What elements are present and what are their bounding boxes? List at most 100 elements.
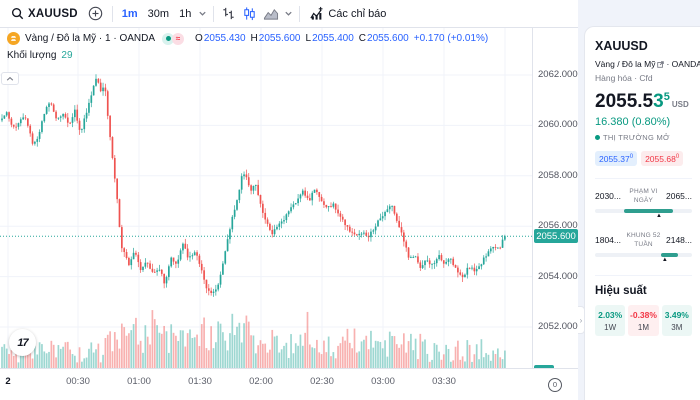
right-sidebar: › XAUUSD Vàng / Đô la Mỹ · OANDA Hàng hó… bbox=[578, 0, 700, 400]
panel-name-text: Vàng / Đô la Mỹ bbox=[595, 59, 656, 69]
price-frac: 3 bbox=[653, 91, 664, 112]
time-tick-day-label: 2 bbox=[5, 376, 11, 387]
notification-wave-icon: ≈ bbox=[172, 32, 185, 45]
performance-tiles: 2.03% 1W -0.38% 1M 3.49% 3M bbox=[595, 305, 692, 337]
panel-change: 16.380 (0.80%) bbox=[595, 116, 671, 128]
timezone-icon[interactable]: 0 bbox=[548, 377, 562, 392]
chart-type-dropdown-button[interactable] bbox=[282, 3, 295, 25]
external-link-icon[interactable] bbox=[657, 60, 665, 68]
symbol-title[interactable]: Vàng / Đô la Mỹ · 1 · OANDA bbox=[25, 33, 156, 44]
price-currency: USD bbox=[671, 100, 689, 109]
price-tick-label: 2056.000 bbox=[538, 220, 578, 232]
last-price-tag: 2055.600 bbox=[534, 229, 578, 244]
chart-pane[interactable]: Vàng / Đô la Mỹ · 1 · OANDA ≈ O2055.430 H… bbox=[0, 28, 578, 400]
price-tick-label: 2054.000 bbox=[538, 270, 578, 282]
bid-value: 2055.37 bbox=[599, 153, 630, 164]
volume-study-value: 29 bbox=[61, 50, 73, 61]
chart-type-bars-button[interactable] bbox=[218, 3, 239, 25]
time-axis[interactable]: 2 00:30 01:00 01:30 02:00 02:30 03:00 03:30 bbox=[0, 368, 532, 400]
chart-type-area-button[interactable] bbox=[260, 3, 282, 25]
perf-tile-1m[interactable]: -0.38% 1M bbox=[628, 305, 659, 337]
week52-label: KHUNG 52 TUẦN bbox=[626, 232, 661, 249]
timezone-value: 0 bbox=[552, 380, 558, 389]
price-main: 2055.5 bbox=[595, 91, 654, 112]
panel-collapse-handle[interactable]: › bbox=[578, 306, 585, 334]
market-status: THỊ TRƯỜNG MỞ bbox=[595, 133, 692, 142]
indicators-label: Các chỉ báo bbox=[328, 7, 387, 20]
chevron-down-icon bbox=[198, 9, 207, 18]
timeframe-dropdown-button[interactable] bbox=[196, 3, 209, 25]
toolbar-separator bbox=[299, 5, 301, 22]
day-range-label: PHẠM VI NGÀY bbox=[629, 188, 658, 205]
candlestick-chart[interactable] bbox=[0, 28, 532, 368]
top-toolbar: XAUUSD 1m 30m 1h bbox=[0, 0, 578, 28]
ohlc-values: O2055.430 H2055.600 L2055.400 C2055.600 +0.1… bbox=[195, 33, 488, 44]
market-open-dot-icon bbox=[595, 135, 600, 140]
panel-symbol-name: Vàng / Đô la Mỹ · OANDA bbox=[595, 59, 700, 69]
panel-price: 2055.535USD bbox=[595, 91, 692, 112]
day-range-high: 2065... bbox=[665, 191, 692, 202]
toolbar-symbol-label: XAUUSD bbox=[28, 7, 78, 20]
time-tick-label: 03:30 bbox=[432, 376, 456, 387]
bid-sup: 0 bbox=[629, 153, 634, 160]
panel-symbol[interactable]: XAUUSD bbox=[595, 39, 648, 53]
indicators-button[interactable]: Các chỉ báo bbox=[304, 3, 391, 25]
toolbar-separator bbox=[213, 5, 215, 22]
day-range: 2030... PHẠM VI NGÀY 2065... ▲ bbox=[595, 187, 692, 221]
symbol-detail-panel: XAUUSD Vàng / Đô la Mỹ · OANDA Hàng hóa … bbox=[584, 26, 700, 400]
ask-price-pill[interactable]: 2055.680 bbox=[641, 151, 684, 166]
plus-circle-icon bbox=[88, 6, 103, 21]
price-sup: 5 bbox=[663, 91, 670, 103]
timeframe-1h[interactable]: 1h bbox=[179, 7, 192, 20]
price-tick-label: 2062.000 bbox=[538, 69, 578, 80]
performance-section: Hiệu suất 2.03% 1W -0.38% 1M 3.49% 3M bbox=[595, 275, 692, 337]
legend-collapse-button[interactable] bbox=[1, 72, 19, 85]
toolbar-separator bbox=[111, 5, 113, 22]
volume-study-label[interactable]: Khối lượng bbox=[7, 50, 57, 61]
candles-chart-icon bbox=[242, 6, 257, 21]
performance-title: Hiệu suất bbox=[595, 285, 647, 298]
bars-chart-icon bbox=[221, 6, 236, 21]
compare-add-button[interactable] bbox=[83, 3, 108, 25]
day-range-bar: ▲ bbox=[595, 209, 692, 221]
perf-tile-1w[interactable]: 2.03% 1W bbox=[595, 305, 626, 337]
ohlc-h: H2055.600 bbox=[250, 33, 301, 44]
tradingview-logo[interactable]: 17 bbox=[9, 329, 36, 356]
time-tick-label: 00:30 bbox=[66, 376, 90, 387]
price-tick-label: 2060.000 bbox=[538, 119, 578, 131]
bid-ask-row: 2055.370 2055.680 bbox=[595, 151, 692, 166]
gold-coin-icon bbox=[7, 32, 20, 45]
time-tick-label: 01:00 bbox=[127, 376, 151, 387]
day-range-marker-icon: ▲ bbox=[656, 213, 662, 220]
market-status-pill[interactable]: ≈ bbox=[162, 32, 185, 45]
ask-value: 2055.68 bbox=[645, 153, 676, 164]
ohlc-o: O2055.430 bbox=[195, 33, 246, 44]
week52-low: 1804... bbox=[595, 235, 621, 246]
price-tick-label: 2052.000 bbox=[538, 321, 578, 332]
price-axis[interactable]: 2055.600 29 2062.0002060.0002058.0002056… bbox=[532, 28, 578, 378]
indicators-icon bbox=[309, 6, 324, 21]
timeframe-group: 1m 30m 1h bbox=[117, 3, 197, 25]
price-tick-label: 2058.000 bbox=[538, 169, 578, 181]
chart-column: XAUUSD 1m 30m 1h bbox=[0, 0, 578, 400]
search-icon bbox=[11, 7, 24, 20]
perf-tile-3m[interactable]: 3.49% 3M bbox=[661, 305, 692, 337]
tradingview-logo-glyph: 17 bbox=[17, 336, 28, 349]
symbol-search-button[interactable]: XAUUSD bbox=[6, 3, 83, 25]
timeframe-30m[interactable]: 30m bbox=[147, 7, 170, 20]
timeframe-1m[interactable]: 1m bbox=[121, 7, 138, 20]
day-range-low: 2030... bbox=[595, 191, 621, 202]
market-status-label: THỊ TRƯỜNG MỞ bbox=[603, 133, 670, 142]
time-tick-label: 02:30 bbox=[310, 376, 334, 387]
market-open-dot-icon bbox=[162, 32, 175, 45]
area-chart-icon bbox=[263, 6, 279, 21]
chart-type-candles-button[interactable] bbox=[239, 3, 260, 25]
week52-high: 2148... bbox=[666, 235, 692, 246]
chart-legend: Vàng / Đô la Mỹ · 1 · OANDA ≈ O2055.430 H… bbox=[7, 32, 488, 61]
panel-exchange-text: · OANDA bbox=[666, 59, 700, 69]
week52-range-bar: ▲ bbox=[595, 253, 692, 265]
time-tick-label: 01:30 bbox=[188, 376, 212, 387]
bid-price-pill[interactable]: 2055.370 bbox=[595, 151, 638, 166]
chevron-down-icon bbox=[284, 9, 293, 18]
